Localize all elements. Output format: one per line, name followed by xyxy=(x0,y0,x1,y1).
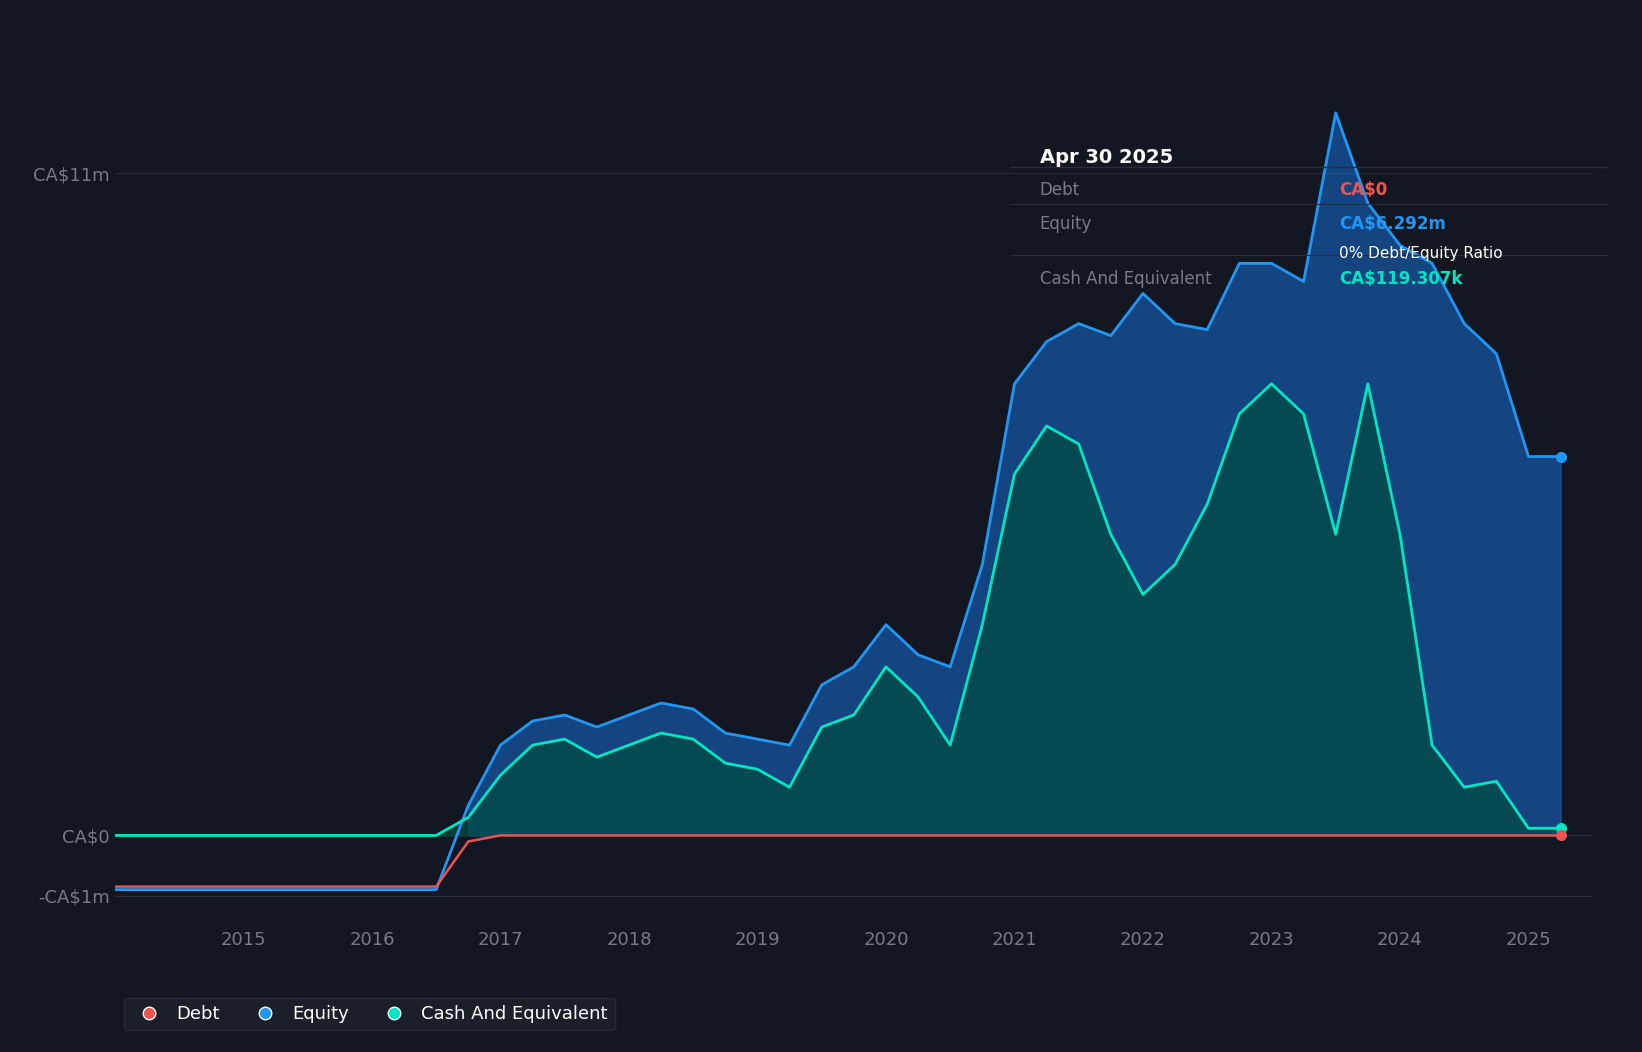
Text: Debt: Debt xyxy=(1039,181,1080,200)
Text: CA$119.307k: CA$119.307k xyxy=(1340,269,1463,288)
Text: CA$0: CA$0 xyxy=(1340,181,1387,200)
Text: CA$6.292m: CA$6.292m xyxy=(1340,215,1447,232)
Text: Equity: Equity xyxy=(1039,215,1092,232)
Text: Apr 30 2025: Apr 30 2025 xyxy=(1039,148,1172,167)
Text: Cash And Equivalent: Cash And Equivalent xyxy=(1039,269,1212,288)
Legend: Debt, Equity, Cash And Equivalent: Debt, Equity, Cash And Equivalent xyxy=(123,997,614,1030)
Text: 0% Debt/Equity Ratio: 0% Debt/Equity Ratio xyxy=(1340,246,1502,261)
